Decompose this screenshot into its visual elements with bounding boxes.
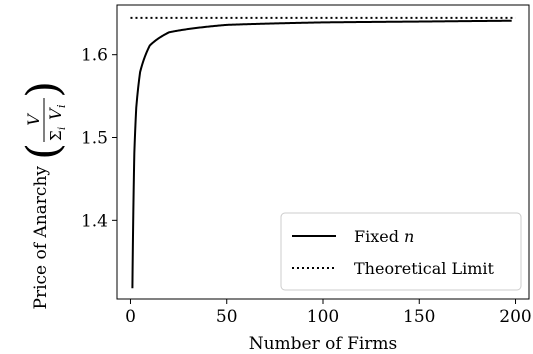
x-tick-label: 50 — [216, 307, 238, 327]
y-tick-label: 1.5 — [81, 129, 108, 149]
legend-label-fixed-n-italic: n — [404, 227, 414, 246]
x-tick-label: 0 — [125, 307, 136, 327]
y-axis-ticks: 1.4 1.5 1.6 — [81, 46, 117, 231]
y-axis-label-right-paren: ) — [18, 81, 69, 98]
series-layer — [130, 16, 516, 289]
series-line-fixed-n — [131, 19, 512, 289]
legend-label-fixed-n: Fixed n — [354, 227, 414, 246]
y-axis-label-numerator: V — [24, 113, 43, 126]
y-axis-label-denominator-sub: i — [55, 104, 68, 108]
x-axis-label: Number of Firms — [249, 334, 398, 354]
y-axis-label-sum: Σ — [47, 130, 65, 141]
y-tick-label: 1.4 — [81, 211, 108, 231]
legend: Fixed n Theoretical Limit — [280, 212, 522, 291]
y-axis-label-sum-index: i — [57, 127, 68, 130]
x-axis-ticks: 0 50 100 150 200 — [125, 299, 532, 327]
y-axis-label-text: Price of Anarchy — [31, 166, 51, 310]
y-tick-label: 1.6 — [81, 46, 108, 66]
y-axis-label: Price of Anarchy ( ) V Σ i V i — [18, 81, 69, 310]
legend-label-theoretical-limit: Theoretical Limit — [354, 259, 494, 278]
x-tick-label: 150 — [403, 307, 435, 327]
x-tick-label: 200 — [499, 307, 531, 327]
legend-box — [280, 212, 522, 291]
y-axis-label-denominator-var: V — [46, 107, 65, 120]
legend-label-fixed-n-plain: Fixed — [354, 227, 404, 246]
y-axis-label-left-paren: ( — [18, 143, 69, 160]
x-tick-label: 100 — [307, 307, 339, 327]
